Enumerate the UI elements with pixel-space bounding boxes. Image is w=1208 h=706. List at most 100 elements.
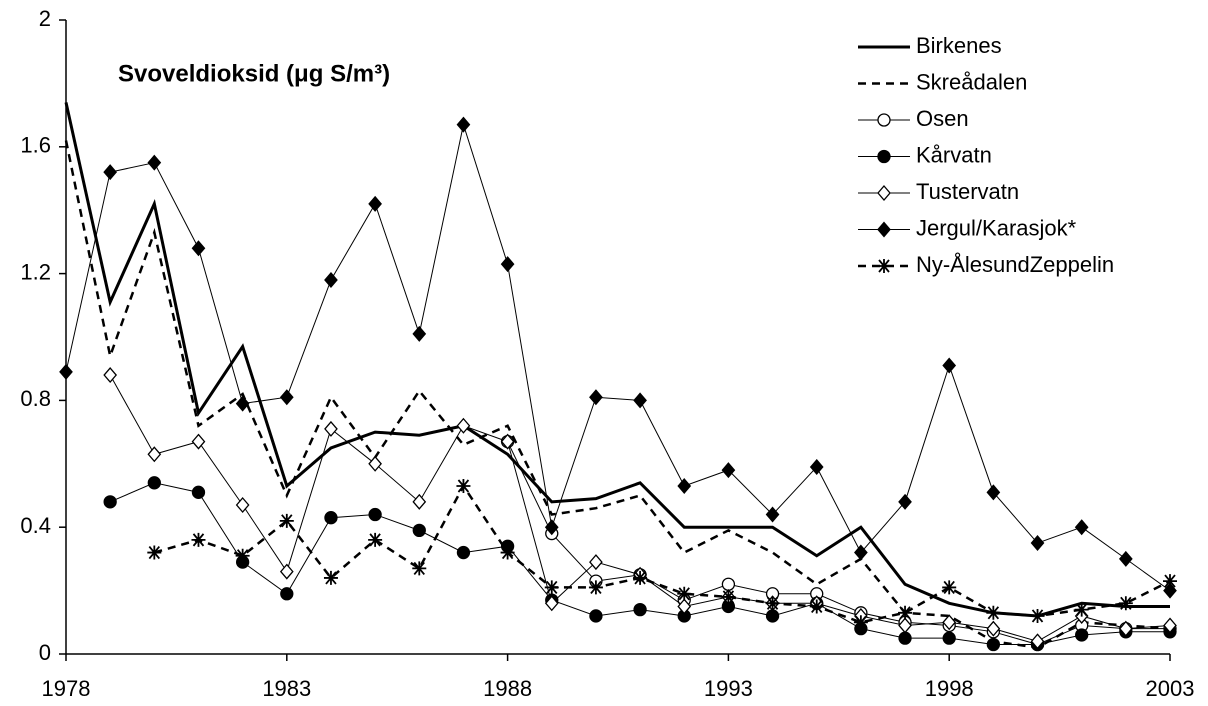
- legend-label: Skreådalen: [916, 69, 1027, 94]
- x-tick-label: 1993: [704, 676, 753, 701]
- series-line: [64, 140, 1171, 649]
- marker: [191, 240, 206, 257]
- marker: [1118, 550, 1133, 567]
- marker: [942, 580, 957, 595]
- x-tick-label: 1998: [925, 676, 974, 701]
- y-tick-label: 0.4: [20, 513, 51, 538]
- marker: [1075, 628, 1089, 642]
- y-tick-label: 2: [39, 6, 51, 31]
- marker: [191, 433, 206, 450]
- series-line: [153, 483, 1171, 624]
- marker: [809, 458, 824, 475]
- marker: [898, 631, 912, 645]
- marker: [677, 598, 692, 615]
- marker: [147, 154, 162, 171]
- marker: [147, 446, 162, 463]
- marker: [412, 325, 427, 342]
- marker: [280, 587, 294, 601]
- marker: [323, 570, 338, 585]
- marker: [191, 485, 206, 499]
- marker: [877, 221, 891, 238]
- legend-label: Kårvatn: [916, 142, 992, 167]
- marker: [1118, 596, 1133, 611]
- marker: [898, 493, 912, 510]
- marker: [942, 357, 957, 374]
- marker: [677, 477, 692, 494]
- marker: [324, 511, 338, 525]
- marker: [721, 589, 736, 604]
- marker: [147, 476, 161, 490]
- x-tick-label: 2003: [1146, 676, 1195, 701]
- marker: [986, 484, 1001, 501]
- marker: [589, 609, 603, 623]
- marker: [1118, 620, 1133, 637]
- marker: [765, 506, 780, 523]
- marker: [500, 256, 515, 273]
- marker: [544, 580, 559, 595]
- x-tick-label: 1978: [42, 676, 91, 701]
- marker: [854, 544, 868, 561]
- marker: [986, 637, 1001, 652]
- marker: [279, 563, 294, 580]
- legend-label: Jergul/Karasjok*: [916, 215, 1077, 240]
- series-line: [64, 102, 1170, 618]
- marker: [1030, 633, 1045, 650]
- marker: [633, 570, 648, 585]
- marker: [942, 614, 957, 631]
- marker: [877, 149, 891, 164]
- marker: [368, 532, 383, 547]
- marker: [103, 495, 117, 509]
- marker: [235, 497, 250, 514]
- series-line: [65, 122, 1171, 592]
- x-tick-label: 1988: [483, 676, 532, 701]
- marker: [633, 602, 647, 617]
- marker: [1030, 608, 1045, 623]
- marker: [1163, 617, 1177, 634]
- marker: [235, 395, 250, 412]
- marker: [544, 519, 559, 536]
- marker: [721, 577, 736, 591]
- marker: [765, 596, 780, 611]
- marker: [809, 599, 824, 614]
- marker: [877, 259, 891, 273]
- marker: [147, 545, 162, 560]
- y-tick-label: 0: [39, 640, 51, 665]
- series-line: [109, 374, 1171, 642]
- marker: [898, 605, 913, 620]
- marker: [324, 420, 338, 437]
- marker: [677, 586, 692, 601]
- marker: [588, 580, 603, 595]
- marker: [853, 615, 868, 630]
- marker: [500, 545, 515, 560]
- marker: [589, 554, 603, 571]
- marker: [412, 493, 427, 510]
- marker: [1163, 574, 1177, 589]
- marker: [456, 417, 471, 434]
- y-tick-label: 0.8: [20, 386, 51, 411]
- x-tick-label: 1983: [262, 676, 311, 701]
- series-line: [109, 482, 1170, 645]
- marker: [898, 617, 912, 634]
- legend-label: Ny-ÅlesundZeppelin: [916, 252, 1114, 277]
- marker: [986, 605, 1001, 620]
- marker: [191, 532, 206, 547]
- marker: [412, 523, 426, 538]
- marker: [279, 389, 294, 406]
- marker: [986, 620, 1001, 637]
- marker: [500, 433, 515, 450]
- marker: [235, 548, 250, 563]
- marker: [633, 392, 647, 409]
- marker: [589, 389, 603, 406]
- marker: [412, 561, 427, 576]
- marker: [456, 478, 471, 493]
- marker: [877, 185, 891, 201]
- marker: [324, 271, 338, 288]
- marker: [368, 195, 382, 212]
- marker: [59, 363, 73, 380]
- marker: [1163, 582, 1177, 599]
- y-tick-label: 1.2: [20, 259, 51, 284]
- marker: [368, 455, 382, 472]
- chart-title: Svoveldioksid (μg S/m³): [118, 60, 390, 87]
- marker: [765, 609, 780, 623]
- y-tick-label: 1.6: [20, 133, 51, 158]
